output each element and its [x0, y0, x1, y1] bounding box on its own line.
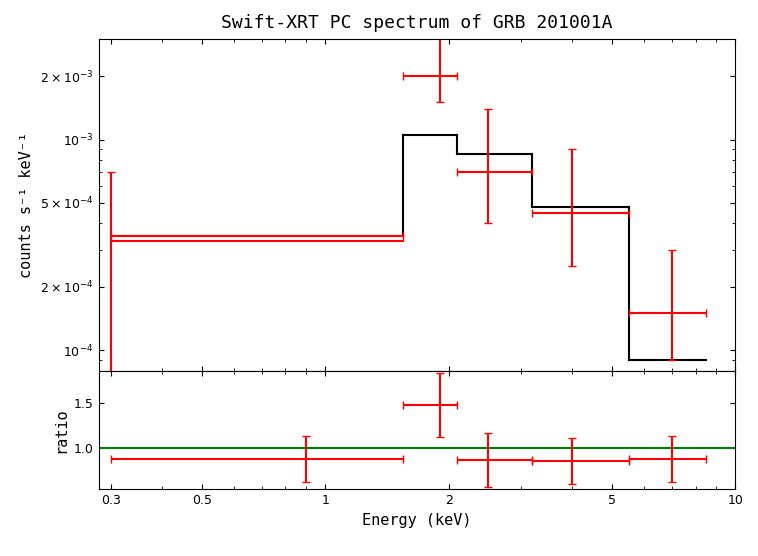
Y-axis label: counts s⁻¹ keV⁻¹: counts s⁻¹ keV⁻¹	[20, 132, 34, 278]
X-axis label: Energy (keV): Energy (keV)	[362, 513, 471, 528]
Title: Swift-XRT PC spectrum of GRB 201001A: Swift-XRT PC spectrum of GRB 201001A	[221, 14, 612, 32]
Y-axis label: ratio: ratio	[53, 407, 68, 453]
